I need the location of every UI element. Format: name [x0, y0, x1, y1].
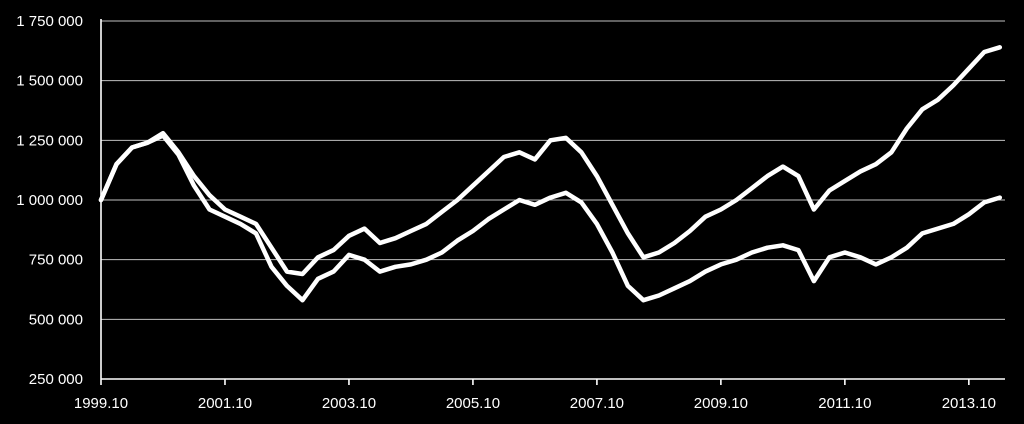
axes	[100, 19, 1005, 385]
series-line-2	[98, 133, 1003, 303]
y-tick-label: 1 500 000	[16, 73, 83, 90]
x-tick-label: 2003.10	[322, 395, 376, 412]
x-tick-label: 2007.10	[570, 395, 624, 412]
x-tick-label: 2009.10	[694, 395, 748, 412]
y-tick-label: 500 000	[29, 311, 83, 328]
y-axis-tick-labels: 250 000 500 000 750 000 1 000 000 1 250 000 1…	[16, 13, 83, 388]
series-line-1	[98, 45, 1003, 277]
grid-lines	[101, 20, 1005, 320]
x-tick-label: 2001.10	[198, 395, 252, 412]
y-tick-label: 750 000	[29, 252, 83, 269]
y-tick-label: 1 250 000	[16, 132, 83, 149]
x-tick-label: 2005.10	[446, 395, 500, 412]
y-tick-label: 250 000	[29, 371, 83, 388]
x-tick-label: 1999.10	[74, 395, 128, 412]
x-axis-tick-labels: 1999.10 2001.10 2003.10 2005.10 2007.10 2009.…	[74, 395, 996, 412]
y-tick-label: 1 000 000	[16, 192, 83, 209]
x-tick-label: 2013.10	[942, 395, 996, 412]
x-tick-label: 2011.10	[818, 395, 871, 412]
series-lines	[98, 45, 1003, 303]
y-tick-label: 1 750 000	[16, 13, 83, 30]
